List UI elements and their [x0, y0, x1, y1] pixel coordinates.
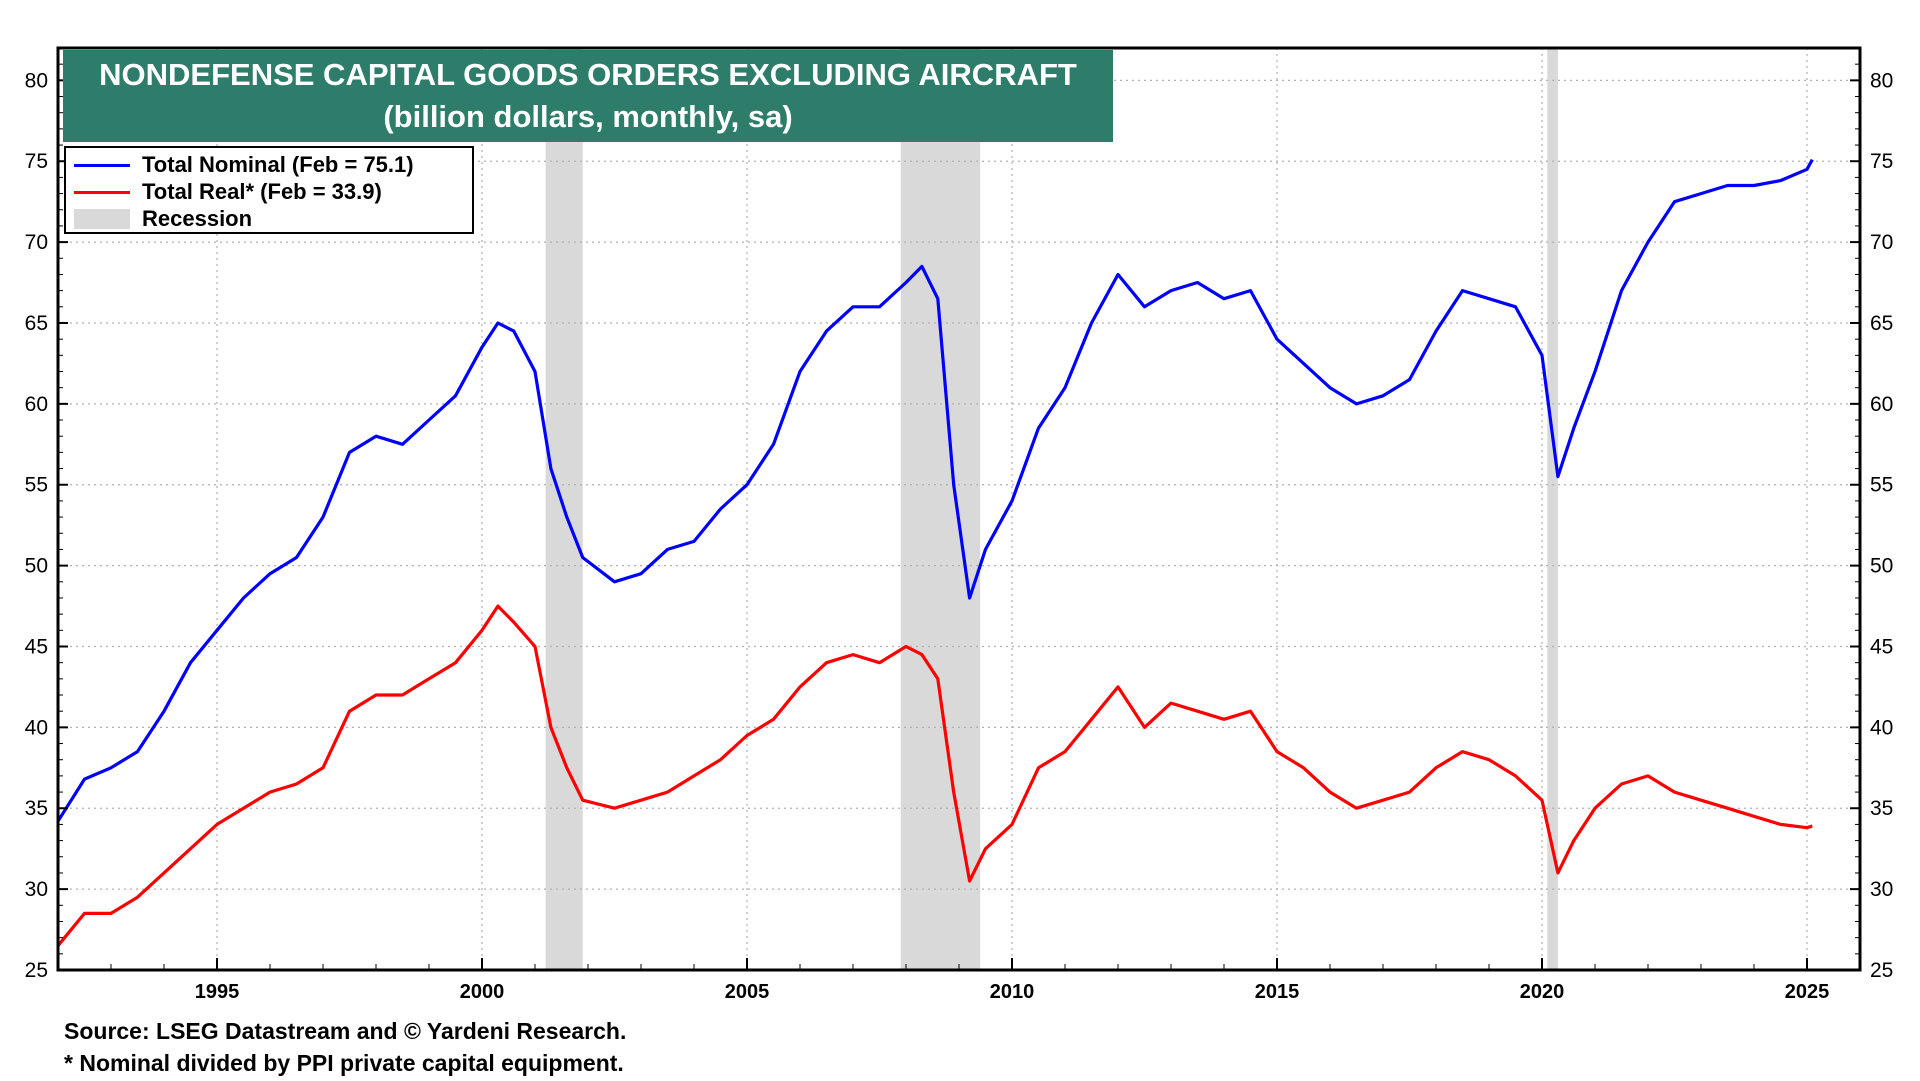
- recession-band: [1547, 48, 1558, 970]
- legend-label-recession: Recession: [142, 206, 253, 231]
- x-tick-label: 2020: [1520, 981, 1565, 1003]
- y-tick-label-right: 75: [1870, 150, 1893, 173]
- source-note: Source: LSEG Datastream and © Yardeni Re…: [64, 1018, 627, 1044]
- y-tick-label-right: 40: [1870, 716, 1893, 739]
- series-line-nominal: [56, 158, 1814, 823]
- y-tick-label-right: 80: [1870, 69, 1893, 92]
- y-tick-label-right: 45: [1870, 635, 1893, 658]
- footnote: * Nominal divided by PPI private capital…: [64, 1050, 624, 1076]
- legend-swatch-recession: [74, 209, 130, 229]
- y-axis-ticks: 25 25 30 30 35 35 40 40 45 45 50 50 55 55 60 60 65 65 70 70…: [25, 63, 1893, 982]
- y-tick-label-right: 25: [1870, 959, 1893, 982]
- y-tick-label-left: 80: [25, 69, 48, 92]
- y-tick-label-right: 60: [1870, 393, 1893, 416]
- legend: Total Nominal (Feb = 75.1) Total Real* (…: [64, 146, 474, 234]
- y-tick-label-right: 50: [1870, 555, 1893, 578]
- legend-swatch-nominal: [74, 163, 130, 167]
- y-tick-label-right: 55: [1870, 474, 1893, 497]
- recession-band: [900, 48, 981, 970]
- chart-title-box: NONDEFENSE CAPITAL GOODS ORDERS EXCLUDIN…: [63, 50, 1113, 142]
- legend-swatch-real: [74, 190, 130, 194]
- y-tick-label-left: 55: [25, 474, 48, 497]
- y-tick-label-left: 30: [25, 878, 48, 901]
- x-tick-label: 2005: [725, 981, 770, 1003]
- chart-subtitle: (billion dollars, monthly, sa): [383, 99, 793, 134]
- x-axis-ticks: 1995 2000 2005 2010 2015 2020 2025: [57, 958, 1861, 1003]
- y-tick-label-left: 45: [25, 635, 48, 658]
- y-tick-label-left: 35: [25, 797, 48, 820]
- y-tick-label-left: 50: [25, 555, 48, 578]
- x-tick-label: 2025: [1785, 981, 1830, 1003]
- legend-item-recession: Recession: [74, 206, 252, 232]
- recession-bands: [545, 48, 1558, 970]
- series-lines: [56, 158, 1814, 947]
- y-tick-label-right: 35: [1870, 797, 1893, 820]
- y-tick-label-right: 65: [1870, 312, 1893, 335]
- x-tick-label: 2015: [1255, 981, 1300, 1003]
- x-tick-label: 2010: [990, 981, 1035, 1003]
- x-tick-label: 1995: [195, 981, 240, 1003]
- y-tick-label-left: 75: [25, 150, 48, 173]
- chart-title: NONDEFENSE CAPITAL GOODS ORDERS EXCLUDIN…: [99, 57, 1077, 92]
- y-tick-label-left: 25: [25, 959, 48, 982]
- legend-label-real: Total Real* (Feb = 33.9): [142, 179, 382, 204]
- y-tick-label-left: 40: [25, 716, 48, 739]
- legend-item-real: Total Real* (Feb = 33.9): [74, 179, 382, 205]
- y-tick-label-right: 70: [1870, 231, 1893, 254]
- y-tick-label-right: 30: [1870, 878, 1893, 901]
- y-tick-label-left: 60: [25, 393, 48, 416]
- x-tick-label: 2000: [460, 981, 505, 1003]
- legend-label-nominal: Total Nominal (Feb = 75.1): [142, 152, 414, 177]
- series-line-real: [56, 604, 1813, 947]
- legend-item-nominal: Total Nominal (Feb = 75.1): [74, 152, 414, 178]
- y-tick-label-left: 65: [25, 312, 48, 335]
- y-tick-label-left: 70: [25, 231, 48, 254]
